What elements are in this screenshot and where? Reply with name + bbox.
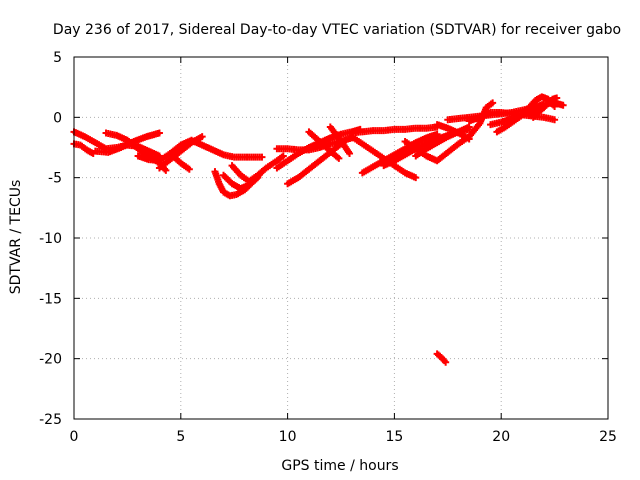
- series-track-2: [70, 140, 97, 158]
- y-axis-label: SDTVAR / TECUs: [8, 180, 24, 295]
- series-track-14: [305, 128, 343, 162]
- data-point: [258, 153, 266, 161]
- x-tick-label: 25: [599, 429, 617, 445]
- series-track-9: [220, 171, 262, 193]
- series-track-30: [529, 94, 561, 121]
- data-point: [489, 99, 497, 107]
- data-points: [70, 93, 567, 366]
- x-tick-label: 15: [385, 429, 403, 445]
- series-track-28: [493, 111, 527, 136]
- data-point: [279, 152, 287, 160]
- data-point: [442, 358, 450, 366]
- series-track-20: [401, 137, 462, 165]
- y-tick-label: -15: [39, 291, 62, 307]
- y-tick-label: -20: [39, 352, 62, 368]
- y-tick-label: 0: [53, 110, 62, 126]
- data-point: [155, 129, 163, 137]
- x-tick-label: 10: [279, 429, 297, 445]
- series-track-10: [228, 152, 287, 185]
- x-tick-label: 20: [492, 429, 510, 445]
- tick-labels: 0 5 10 15 20 25 5 0 -5 -10 -15 -20 -25: [39, 50, 617, 445]
- chart-title: Day 236 of 2017, Sidereal Day-to-day VTE…: [53, 22, 621, 38]
- data-point: [551, 116, 559, 124]
- series-track-7: [166, 150, 193, 173]
- series-track-23: [433, 350, 450, 366]
- y-tick-label: -25: [39, 412, 62, 428]
- data-point: [559, 101, 567, 109]
- x-tick-label: 0: [70, 429, 79, 445]
- series-track-21: [412, 123, 473, 160]
- data-point: [185, 165, 193, 173]
- data-point: [465, 123, 473, 131]
- series-track-16: [348, 123, 441, 137]
- series-track-4: [91, 129, 163, 156]
- x-axis-label: GPS time / hours: [281, 458, 398, 474]
- series-track-5: [134, 136, 266, 165]
- data-point: [162, 166, 170, 174]
- series-track-13: [284, 140, 345, 188]
- data-point: [198, 133, 206, 141]
- series-track-17: [348, 133, 420, 182]
- data-point: [335, 154, 343, 162]
- y-tick-label: 5: [53, 50, 62, 66]
- data-point: [553, 94, 561, 102]
- y-tick-label: -10: [39, 231, 62, 247]
- data-point: [551, 102, 559, 110]
- series-track-15: [326, 123, 354, 158]
- x-tick-label: 5: [176, 429, 185, 445]
- data-point: [412, 174, 420, 182]
- axis-ticks: [73, 56, 609, 420]
- data-point: [346, 150, 354, 158]
- y-tick-label: -5: [48, 171, 62, 187]
